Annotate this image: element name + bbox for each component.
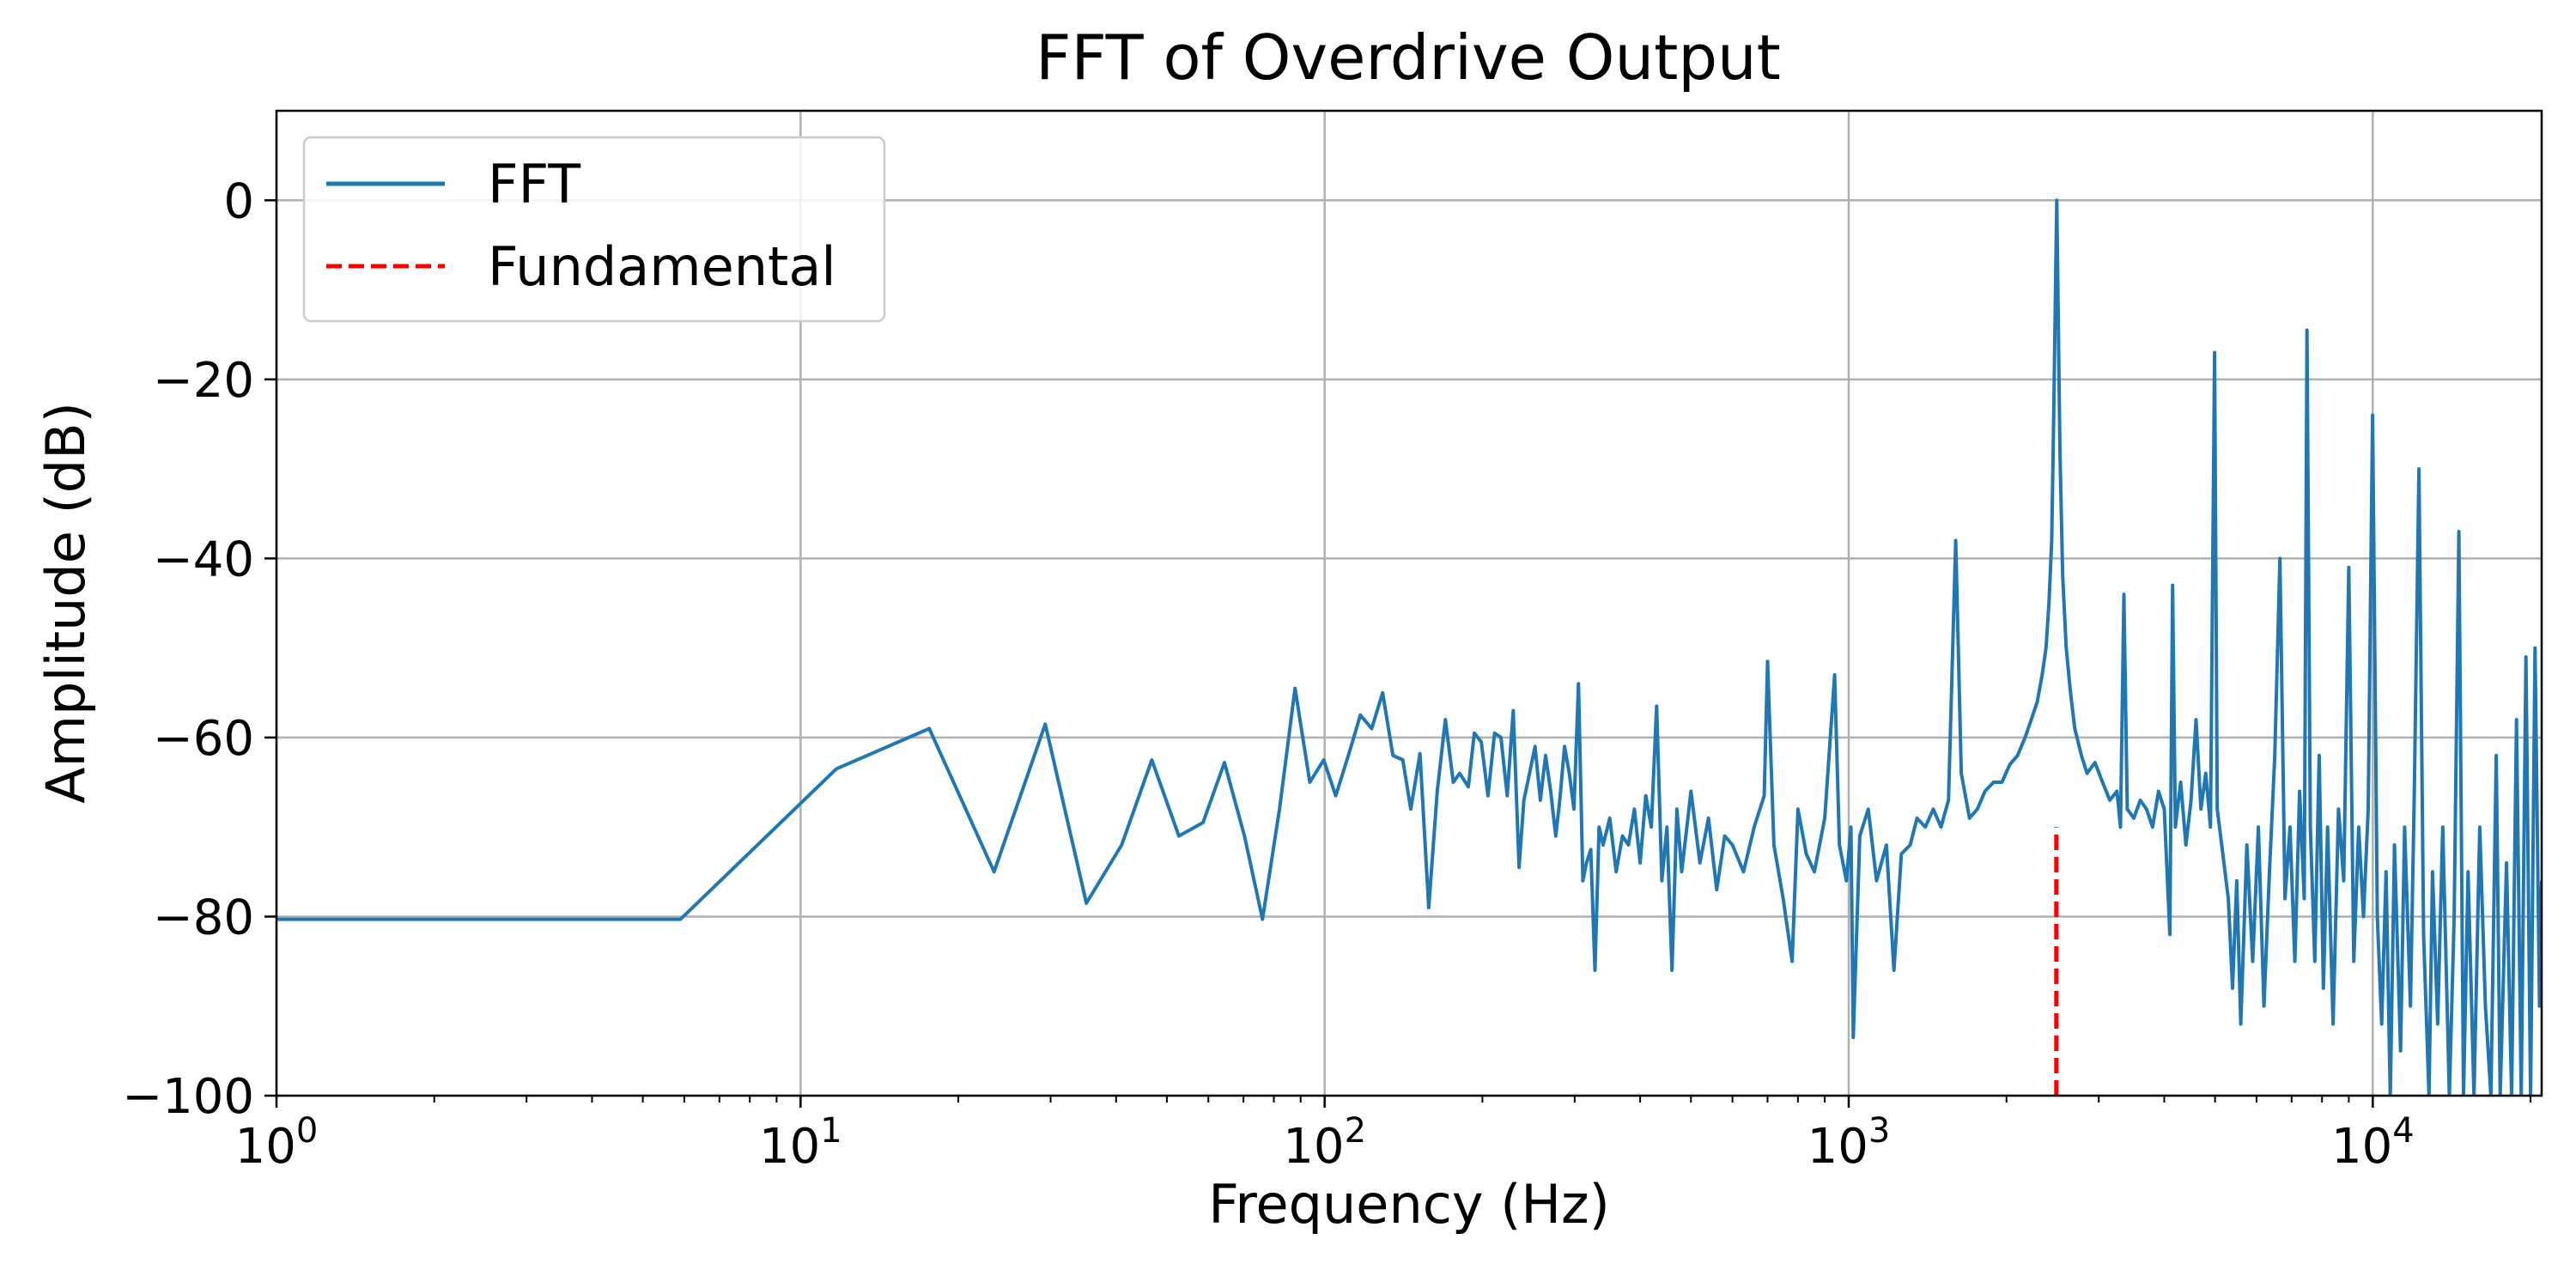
x-tick-label-exponent: 4 — [2392, 1111, 2414, 1151]
y-tick-label: −80 — [153, 890, 254, 945]
y-axis-label: Amplitude (dB) — [34, 402, 97, 804]
x-tick-label-base: 10 — [1807, 1119, 1868, 1175]
x-tick-label-base: 10 — [235, 1119, 296, 1175]
x-tick-label: 102 — [1283, 1111, 1366, 1175]
x-tick-label: 103 — [1807, 1111, 1891, 1175]
x-tick-label-exponent: 0 — [296, 1111, 318, 1151]
legend: FFT Fundamental — [302, 136, 886, 323]
y-tick-label: −40 — [153, 532, 254, 587]
x-axis-label: Frequency (Hz) — [1208, 1173, 1610, 1236]
x-tick-label: 100 — [235, 1111, 319, 1175]
legend-fft-label: FFT — [488, 153, 581, 216]
y-tick-label: −100 — [122, 1069, 254, 1125]
x-tick-label-base: 10 — [1283, 1119, 1344, 1175]
x-tick-label-base: 10 — [759, 1119, 820, 1175]
series-layer — [276, 198, 2542, 1096]
x-tick-label-base: 10 — [2331, 1119, 2392, 1175]
chart-title: FFT of Overdrive Output — [1036, 21, 1781, 94]
y-tick-label: −60 — [153, 711, 254, 767]
x-tick-label: 101 — [759, 1111, 842, 1175]
y-tick-label: −20 — [153, 353, 254, 409]
x-tick-label-exponent: 1 — [820, 1111, 841, 1151]
legend-box — [302, 136, 886, 323]
plot-frame — [275, 109, 2543, 1097]
x-tick-label-exponent: 2 — [1345, 1111, 1366, 1151]
fft-series-line — [276, 198, 2542, 1096]
x-tick-label-exponent: 3 — [1868, 1111, 1890, 1151]
y-tick-label: 0 — [223, 173, 254, 229]
legend-fundamental-label: Fundamental — [488, 235, 836, 298]
x-tick-label: 104 — [2331, 1111, 2415, 1175]
